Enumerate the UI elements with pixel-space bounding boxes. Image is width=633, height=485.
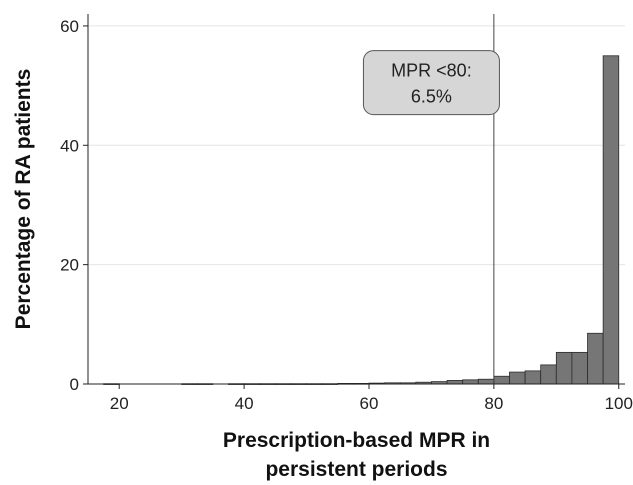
- histogram-bar: [524, 370, 542, 385]
- annotation-line-2: 6.5%: [411, 87, 452, 107]
- x-tick-label: 100: [605, 394, 633, 413]
- histogram-bars: [103, 55, 620, 385]
- histogram-bar: [602, 55, 620, 385]
- x-axis-title-line-2: persistent periods: [265, 458, 447, 481]
- histogram-bar: [540, 364, 557, 385]
- annotation-box: [362, 50, 500, 116]
- y-tick-label: 40: [60, 136, 79, 155]
- x-tick-label: 60: [360, 394, 379, 413]
- histogram-bar: [446, 380, 464, 385]
- axes: [83, 14, 625, 389]
- y-tick-label: 20: [60, 256, 79, 275]
- histogram-bar: [493, 375, 510, 385]
- histogram-bar: [571, 351, 588, 385]
- histogram-bar: [587, 332, 604, 385]
- histogram-bar: [555, 351, 573, 385]
- histogram-bar: [477, 378, 495, 385]
- y-axis-title: Percentage of RA patients: [12, 69, 35, 330]
- y-tick-label: 0: [70, 375, 79, 394]
- histogram-bar: [462, 379, 479, 385]
- grid-lines: [88, 25, 625, 266]
- histogram-bar: [509, 371, 526, 385]
- tick-labels: 20 40 60 80 100 0 20 40 60: [60, 17, 633, 413]
- x-tick-label: 40: [235, 394, 254, 413]
- x-axis-title-line-1: Prescription-based MPR in: [223, 429, 490, 452]
- mpr-annotation: MPR <80: 6.5%: [362, 50, 500, 116]
- x-tick-label: 80: [484, 394, 503, 413]
- y-tick-label: 60: [60, 17, 79, 36]
- annotation-line-1: MPR <80:: [391, 61, 472, 81]
- x-tick-label: 20: [110, 394, 129, 413]
